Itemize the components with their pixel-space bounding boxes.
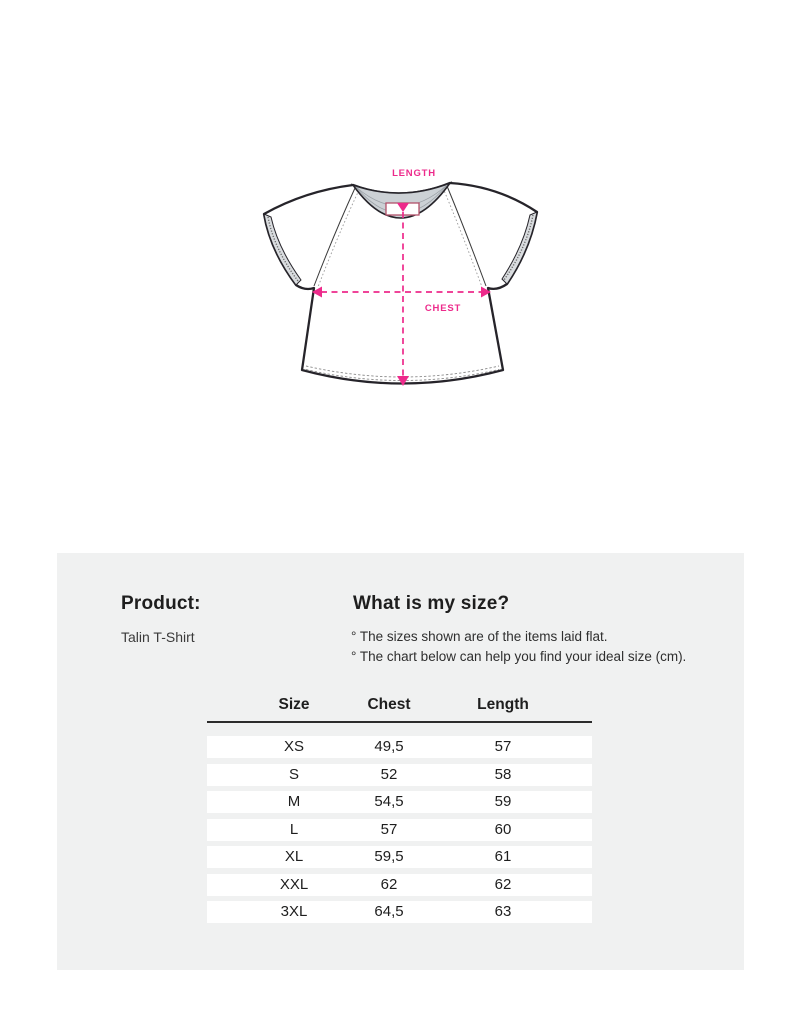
- size-notes: ° The sizes shown are of the items laid …: [351, 627, 686, 667]
- length-cell: 63: [494, 903, 512, 920]
- length-cell: 58: [494, 765, 512, 783]
- length-cell: 61: [494, 848, 512, 865]
- size-cell: M: [287, 793, 301, 810]
- length-cell: 62: [494, 875, 512, 893]
- column-header-chest: Chest: [367, 696, 411, 713]
- size-cell: L: [289, 820, 299, 838]
- size-cell: XL: [284, 848, 304, 865]
- chest-cell: 64,5: [374, 903, 404, 920]
- chest-cell: 49,5: [374, 738, 404, 755]
- chest-arrow-right-icon: [481, 286, 491, 298]
- size-cell: S: [288, 765, 300, 783]
- right-raglan-seam: [446, 185, 487, 287]
- size-question-heading: What is my size?: [353, 593, 510, 614]
- table-row: 3XL 64,5 63: [207, 901, 592, 923]
- chest-cell: 59,5: [374, 848, 404, 865]
- left-cuff-stitch: [267, 216, 299, 282]
- tshirt-illustration: LENGTH CHEST: [262, 168, 539, 386]
- table-row: M 54,5 59: [207, 791, 592, 813]
- right-cuff-band: [501, 211, 538, 285]
- product-name: Talin T-Shirt: [121, 629, 195, 645]
- length-label: LENGTH: [392, 168, 436, 179]
- table-row: L 57 60: [207, 818, 592, 841]
- size-table-header: Size Chest Length: [207, 696, 592, 716]
- size-table-body: XS 49,5 57 S 52 58 M 54,5 59 L 57 60: [207, 736, 592, 923]
- size-note: ° The chart below can help you find your…: [351, 649, 687, 664]
- length-arrow-top-icon: [397, 203, 409, 212]
- chest-label: CHEST: [425, 303, 461, 314]
- chest-cell: 54,5: [374, 793, 404, 810]
- length-cell: 60: [494, 820, 512, 838]
- left-raglan-seam: [313, 187, 356, 287]
- length-arrow-bottom-icon: [397, 376, 409, 386]
- table-row: S 52 58: [207, 763, 592, 786]
- tshirt-diagram: LENGTH CHEST: [250, 160, 550, 400]
- left-cuff-band: [263, 213, 302, 286]
- product-heading: Product:: [121, 593, 201, 614]
- size-cell: XXL: [279, 875, 309, 893]
- length-cell: 59: [494, 793, 512, 810]
- right-cuff-stitch: [503, 214, 534, 281]
- info-panel: Product: Talin T-Shirt What is my size? …: [57, 553, 744, 970]
- size-cell: 3XL: [280, 903, 308, 920]
- chest-arrow-left-icon: [312, 286, 322, 298]
- collar: [350, 181, 453, 219]
- header-rule: [207, 721, 592, 723]
- table-row: XXL 62 62: [207, 873, 592, 896]
- chest-cell: 62: [380, 875, 398, 893]
- column-header-length: Length: [477, 696, 529, 713]
- chest-cell: 57: [380, 820, 398, 838]
- size-table: Size Chest Length XS 49,5 57 S 52 58 M: [207, 696, 592, 929]
- table-row: XL 59,5 61: [207, 846, 592, 868]
- chest-cell: 52: [380, 765, 398, 783]
- size-note: ° The sizes shown are of the items laid …: [351, 629, 608, 644]
- column-header-size: Size: [278, 696, 310, 713]
- length-cell: 57: [494, 738, 512, 755]
- table-row: XS 49,5 57: [207, 736, 592, 758]
- size-cell: XS: [283, 738, 305, 755]
